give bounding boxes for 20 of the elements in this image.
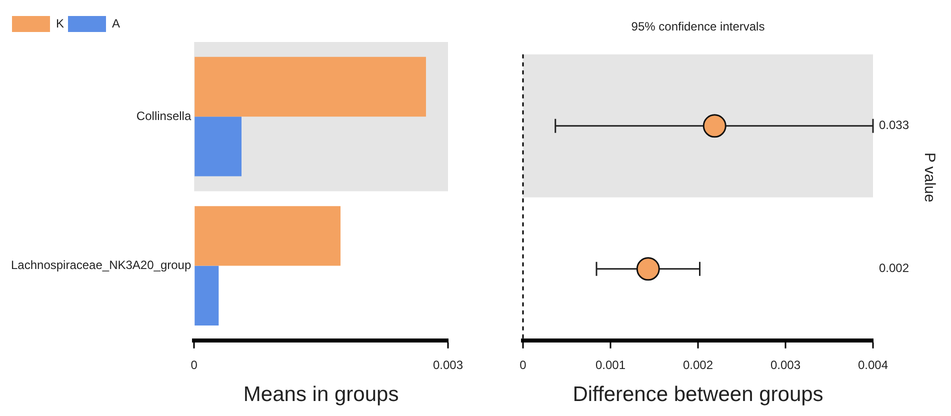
bar bbox=[194, 116, 242, 176]
chart-title: 95% confidence intervals bbox=[631, 20, 765, 34]
text: 0.002 bbox=[879, 261, 910, 276]
x-tick-label: 0.001 bbox=[595, 358, 626, 372]
y-tick-label: Lachnospiraceae_NK3A20_group bbox=[10, 258, 192, 272]
x-tick-label: 0 bbox=[520, 358, 527, 372]
text: 0.033 bbox=[879, 118, 910, 132]
x-axis-title: Means in groups bbox=[243, 383, 399, 406]
y2-axis-title: P value bbox=[920, 152, 938, 202]
x-tick-label: 0.003 bbox=[432, 358, 464, 372]
x-tick-label: 0 bbox=[190, 358, 198, 372]
y-tick-label: Collinsella bbox=[136, 108, 192, 123]
x-tick-label: 0.004 bbox=[858, 358, 888, 372]
x-tick-label: 0.002 bbox=[682, 358, 714, 372]
legend-label: A bbox=[112, 16, 120, 30]
legend-label: K bbox=[56, 16, 64, 30]
x-tick-label: 0.003 bbox=[770, 358, 801, 372]
bar bbox=[194, 266, 219, 326]
bar bbox=[194, 206, 341, 266]
x-axis-title: Difference between groups bbox=[572, 383, 824, 406]
